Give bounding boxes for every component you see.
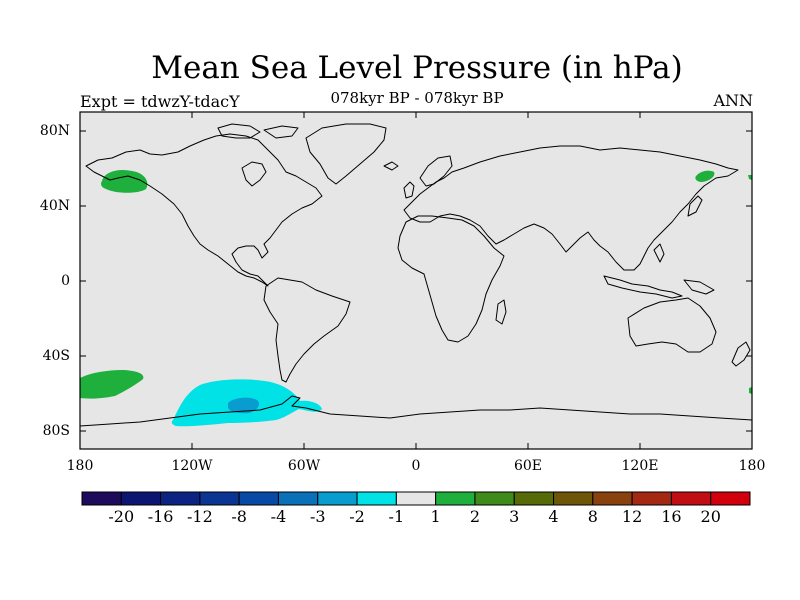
plot-title: Mean Sea Level Pressure (in hPa) [151, 50, 683, 86]
colorbar-label: 3 [509, 507, 520, 526]
lon-label-120e: 120E [621, 458, 659, 474]
season-label: ANN [713, 91, 753, 110]
lat-label-80s: 80S [42, 423, 70, 439]
axis-ticks [79, 112, 753, 449]
colorbar-box [513, 491, 555, 506]
colorbar-label: -3 [309, 507, 326, 526]
coast-british-isles [403, 181, 415, 199]
colorbar-box [553, 491, 594, 506]
lat-label-0: 0 [61, 273, 70, 289]
coast-antarctica [79, 395, 753, 427]
colorbar-box [474, 491, 515, 506]
colorbar [81, 491, 751, 506]
colorbar-label: -1 [388, 507, 405, 526]
coast-new-guinea [683, 279, 715, 295]
coast-south-america [263, 277, 351, 383]
region-kamchatka [695, 170, 715, 182]
period-label: 078kyr BP - 078kyr BP [330, 89, 504, 107]
colorbar-label: -16 [147, 507, 174, 526]
colorbar-label: -2 [349, 507, 365, 526]
region-south-pacific [80, 370, 144, 399]
colorbar-box [199, 491, 240, 506]
colorbar-label: 4 [548, 507, 559, 526]
lon-label-60w: 60W [287, 458, 321, 474]
coast-arctic-islands [217, 123, 299, 139]
colorbar-box [710, 491, 751, 506]
colorbar-label: 20 [700, 507, 721, 526]
map-background [80, 112, 752, 449]
coast-japan [687, 195, 703, 217]
colorbar-box [160, 491, 201, 506]
coast-indonesia [603, 275, 683, 299]
colorbar-label: 12 [621, 507, 643, 526]
colorbar-label: -12 [186, 507, 213, 526]
colorbar-label: 2 [469, 507, 481, 526]
colorbar-box [670, 491, 712, 506]
colorbar-label: 1 [430, 507, 441, 526]
coast-australia [627, 297, 717, 353]
lat-label-40s: 40S [42, 348, 70, 364]
colorbar-box [317, 491, 358, 506]
coast-new-zealand [731, 341, 751, 367]
lon-label-180w: 180 [66, 458, 94, 474]
lon-label-0: 0 [411, 458, 421, 474]
lat-label-40n: 40N [39, 198, 70, 214]
colorbar-box [435, 491, 476, 506]
region-amundsen-core [228, 397, 260, 414]
lon-label-180e: 180 [738, 458, 766, 474]
coastlines [79, 123, 753, 427]
colorbar-box [81, 491, 122, 506]
region-north-pacific [101, 170, 148, 193]
colorbar-label: 16 [661, 507, 682, 526]
colorbar-box [277, 491, 319, 506]
coast-iceland [383, 161, 399, 171]
colorbar-label: 8 [587, 507, 598, 526]
colorbar-box [120, 491, 162, 506]
lon-label-60e: 60E [513, 458, 543, 474]
coast-scandinavia [419, 155, 453, 187]
colorbar-box [395, 491, 437, 506]
colorbar-box [356, 491, 397, 506]
colorbar-label: -20 [108, 507, 135, 526]
lon-label-120w: 120W [171, 458, 213, 474]
coast-madagascar [495, 299, 507, 325]
anomaly-regions [80, 170, 752, 427]
experiment-label: Expt = tdwzY-tdacY [80, 92, 240, 111]
coast-philippines [653, 243, 665, 263]
lat-label-80n: 80N [39, 123, 70, 139]
coast-greenland [305, 123, 387, 185]
colorbar-label: -8 [231, 507, 247, 526]
colorbar-label: -4 [270, 507, 287, 526]
colorbar-box [631, 491, 672, 506]
coast-eurasia [403, 145, 739, 271]
coast-north-america [85, 133, 323, 287]
coast-hudson-bay [241, 161, 267, 187]
coast-africa [397, 215, 505, 343]
region-kamchatka-east [748, 175, 752, 180]
colorbar-box [592, 491, 633, 506]
colorbar-box [238, 491, 279, 506]
region-south-pacific-east [749, 387, 752, 394]
